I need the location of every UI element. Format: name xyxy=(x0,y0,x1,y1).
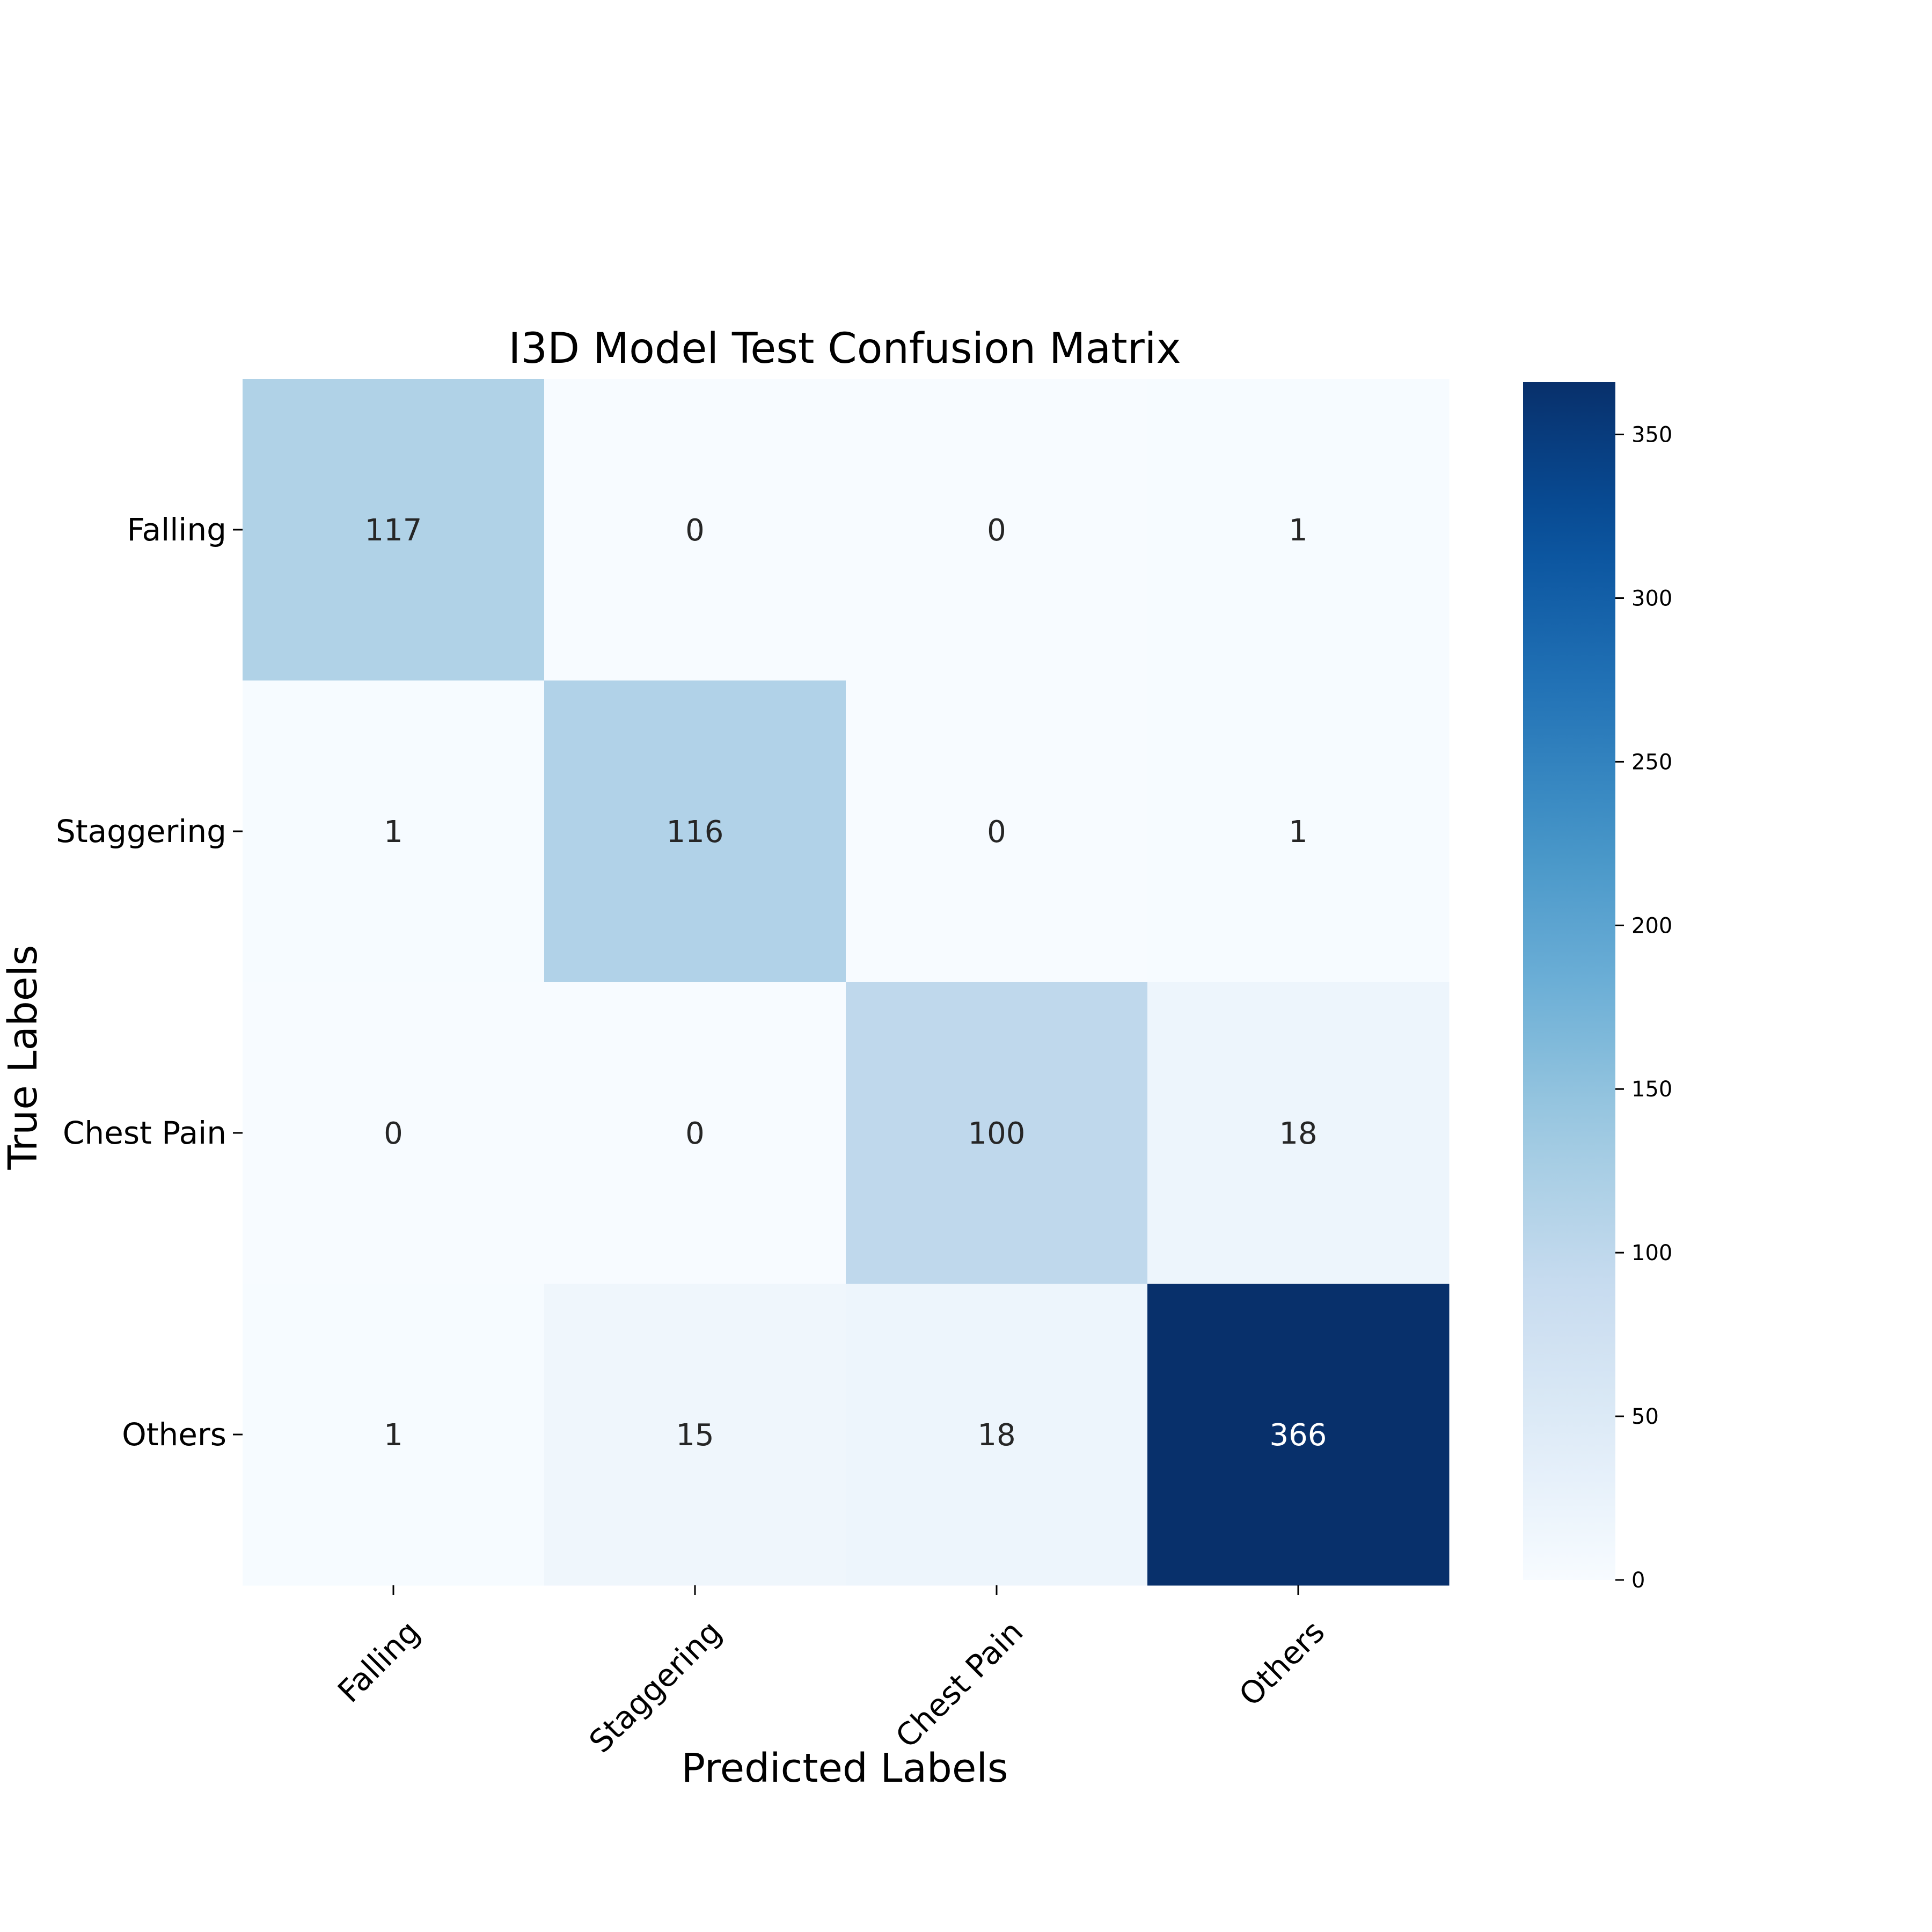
heatmap-cell xyxy=(243,982,545,1284)
cell-value-label: 366 xyxy=(1270,1418,1327,1453)
heatmap-cell xyxy=(1147,982,1450,1284)
colorbar-tick-label: 100 xyxy=(1631,1241,1672,1265)
cell-value-label: 0 xyxy=(987,815,1006,850)
cell-value-label: 116 xyxy=(667,815,724,850)
cell-value-label: 18 xyxy=(1279,1116,1317,1151)
x-tick-label: Others xyxy=(1232,1613,1332,1713)
heatmap-cell xyxy=(243,379,545,681)
cell-value-label: 1 xyxy=(384,815,403,850)
chart-title: I3D Model Test Confusion Matrix xyxy=(508,325,1181,373)
cell-value-label: 18 xyxy=(977,1418,1015,1453)
heatmap-cells xyxy=(243,379,1450,1586)
heatmap-cell xyxy=(243,680,545,983)
heatmap-cell xyxy=(544,379,846,681)
x-tick-label: Staggering xyxy=(582,1613,729,1760)
heatmap-cell xyxy=(1147,1284,1450,1586)
colorbar-tick-label: 0 xyxy=(1631,1568,1645,1593)
cell-value-label: 0 xyxy=(685,1116,705,1151)
colorbar-tick-label: 300 xyxy=(1631,586,1672,611)
cell-value-label: 100 xyxy=(968,1116,1026,1151)
cell-value-label: 0 xyxy=(384,1116,403,1151)
cell-value-label: 0 xyxy=(685,513,705,548)
colorbar-ticks: 0 50 100 150 200 250 300 350 xyxy=(1615,423,1672,1593)
heatmap-cell-labels: 117 0 0 11 116 0 10 0 100 181 15 18 366 xyxy=(365,513,1327,1453)
cell-value-label: 1 xyxy=(384,1418,403,1453)
x-axis: Falling Staggering Chest Pain Others xyxy=(331,1585,1331,1760)
x-axis-label: Predicted Labels xyxy=(681,1745,1008,1791)
y-tick-label: Others xyxy=(122,1416,226,1453)
y-tick-label: Chest Pain xyxy=(63,1115,226,1151)
cell-value-label: 1 xyxy=(1289,513,1308,548)
colorbar xyxy=(1523,382,1615,1580)
colorbar-tick-label: 150 xyxy=(1631,1077,1672,1102)
heatmap-cell xyxy=(544,680,846,983)
colorbar-tick-label: 250 xyxy=(1631,750,1672,774)
y-axis-label: True Labels xyxy=(0,945,46,1170)
heatmap-cell xyxy=(1147,680,1450,983)
heatmap-cell xyxy=(544,982,846,1284)
colorbar-tick-label: 200 xyxy=(1631,913,1672,938)
y-tick-label: Falling xyxy=(127,511,227,548)
y-tick-label: Staggering xyxy=(56,813,226,850)
colorbar-tick-label: 50 xyxy=(1631,1404,1659,1429)
heatmap-cell xyxy=(846,379,1148,681)
cell-value-label: 0 xyxy=(987,513,1006,548)
cell-value-label: 1 xyxy=(1289,815,1308,850)
cell-value-label: 117 xyxy=(365,513,422,548)
heatmap-cell xyxy=(544,1284,846,1586)
heatmap-cell xyxy=(846,1284,1148,1586)
heatmap-cell xyxy=(846,982,1148,1284)
heatmap-cell xyxy=(846,680,1148,983)
x-tick-label: Chest Pain xyxy=(889,1613,1030,1755)
colorbar-tick-label: 350 xyxy=(1631,423,1672,448)
x-tick-label: Falling xyxy=(331,1613,427,1709)
cell-value-label: 15 xyxy=(676,1418,714,1453)
heatmap-cell xyxy=(1147,379,1450,681)
heatmap-cell xyxy=(243,1284,545,1586)
y-axis: Falling Staggering Chest Pain Others xyxy=(56,511,243,1453)
